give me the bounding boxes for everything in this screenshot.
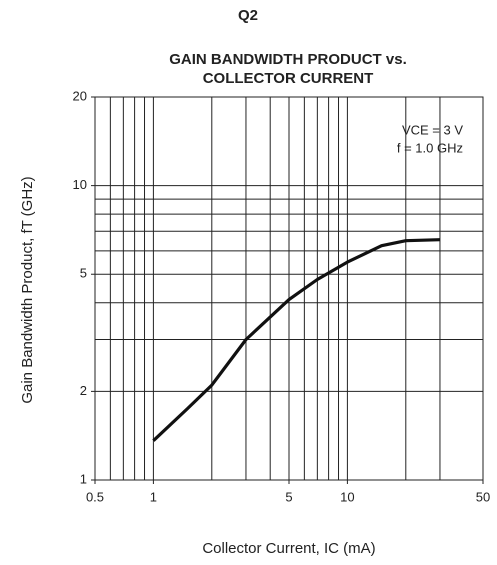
y-axis-label: Gain Bandwidth Product, fT (GHz)	[19, 176, 36, 403]
x-tick-label: 0.5	[86, 489, 104, 504]
x-tick-label: 10	[340, 489, 354, 504]
y-tick-label: 20	[73, 88, 87, 103]
chart-title: COLLECTOR CURRENT	[203, 70, 374, 87]
chart-title: Q2	[238, 7, 258, 24]
line-series	[152, 238, 441, 442]
x-tick-label: 5	[285, 489, 292, 504]
annotation: f = 1.0 GHz	[397, 140, 463, 155]
y-tick-label: 2	[80, 383, 87, 398]
y-tick-label: 5	[80, 266, 87, 281]
x-axis-label: Collector Current, IC (mA)	[202, 540, 375, 557]
annotation: VCE = 3 V	[402, 122, 463, 137]
chart-title: GAIN BANDWIDTH PRODUCT vs.	[169, 51, 407, 68]
y-tick-label: 1	[80, 471, 87, 486]
x-tick-label: 1	[150, 489, 157, 504]
x-tick-label: 50	[476, 489, 490, 504]
y-tick-label: 10	[73, 177, 87, 192]
